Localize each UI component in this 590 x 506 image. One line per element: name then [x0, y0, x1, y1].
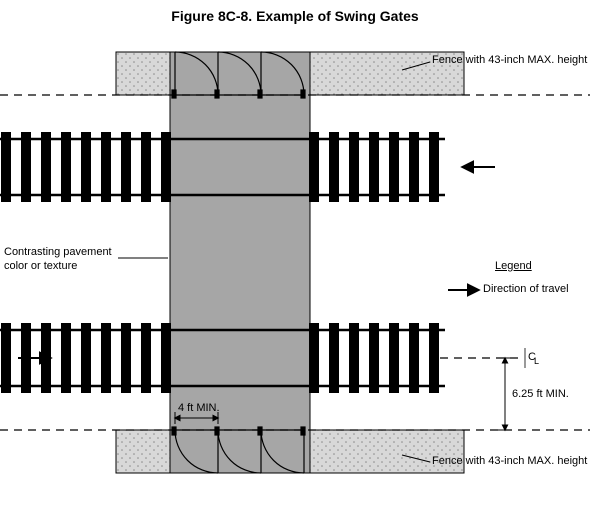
anno-top-fence: Fence with 43-inch MAX. height — [432, 54, 587, 68]
figure-swing-gates: Figure 8C-8. Example of Swing Gates — [0, 0, 590, 506]
cl-symbol: C L — [525, 348, 539, 368]
dim-625 — [498, 358, 512, 430]
dim-gate-label: 4 ft MIN. — [178, 402, 220, 416]
anno-bottom-fence: Fence with 43-inch MAX. height — [432, 455, 587, 469]
svg-text:L: L — [534, 356, 539, 366]
dim-cl-label: 6.25 ft MIN. — [512, 388, 569, 402]
anno-pavement: Contrasting pavement color or texture — [4, 246, 112, 274]
legend-title: Legend — [495, 260, 532, 274]
legend-item: Direction of travel — [483, 283, 569, 297]
